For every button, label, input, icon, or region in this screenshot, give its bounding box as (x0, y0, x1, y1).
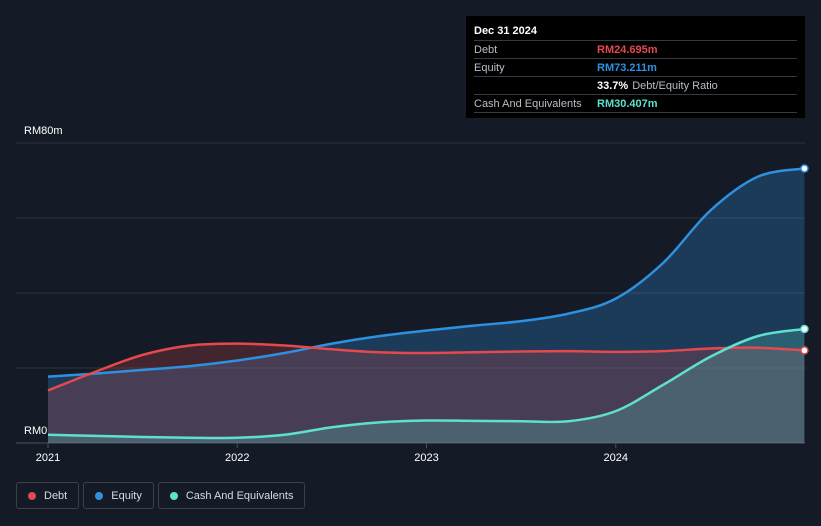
x-tick-label: 2021 (36, 452, 60, 464)
area-cash-and-equivalents (48, 328, 805, 443)
tooltip-ratio-value: 33.7% (597, 79, 629, 92)
line-equity (47, 167, 805, 378)
area-equity (48, 168, 805, 444)
tooltip-row-debt: Debt RM24.695m (474, 40, 797, 58)
line-cash-and-equivalents (47, 327, 805, 440)
legend-item-equity[interactable]: Equity (83, 482, 154, 509)
line-debt (47, 342, 805, 392)
tooltip-cash-value: RM30.407m (597, 97, 658, 110)
x-tick-label: 2022 (225, 452, 249, 464)
tooltip-ratio-caption: Debt/Equity Ratio (632, 79, 718, 92)
legend-item-debt[interactable]: Debt (16, 482, 80, 509)
equity-dot-icon (95, 491, 104, 500)
area-debt (48, 343, 805, 443)
data-tooltip: Dec 31 2024 Debt RM24.695m Equity RM73.2… (466, 16, 805, 118)
cash-dot-icon (169, 491, 178, 500)
y-axis-top-label: RM80m (24, 125, 63, 137)
tooltip-debt-label: Debt (474, 43, 498, 56)
x-tick-label: 2024 (604, 452, 628, 464)
legend-label-equity: Equity (111, 489, 142, 502)
chart-legend: Debt Equity Cash And Equivalents (16, 482, 309, 509)
x-axis-ticks: 2021 2022 2023 2024 (36, 443, 628, 464)
tooltip-row-equity: Equity RM73.211m (474, 58, 797, 76)
end-marker-cash-and-equivalents (800, 324, 809, 334)
series-lines (47, 167, 805, 440)
legend-item-cash[interactable]: Cash And Equivalents (157, 482, 306, 509)
tooltip-date: Dec 31 2024 (474, 25, 537, 37)
tooltip-row-cash: Cash And Equivalents RM30.407m (474, 94, 797, 113)
grid-lines (16, 142, 805, 444)
x-tick-label: 2023 (414, 452, 438, 464)
legend-label-cash: Cash And Equivalents (185, 489, 294, 502)
y-axis-zero-label: RM0 (24, 425, 48, 437)
series-end-markers (800, 164, 809, 355)
series-areas (48, 168, 805, 444)
legend-label-debt: Debt (44, 489, 68, 502)
tooltip-debt-value: RM24.695m (597, 43, 658, 56)
tooltip-cash-label: Cash And Equivalents (474, 97, 582, 110)
tooltip-equity-value: RM73.211m (597, 61, 657, 74)
debt-dot-icon (28, 491, 36, 500)
end-marker-equity (800, 164, 809, 173)
tooltip-row-ratio: 33.7% Debt/Equity Ratio (474, 76, 797, 94)
tooltip-equity-label: Equity (474, 61, 505, 74)
end-marker-debt (800, 346, 809, 355)
